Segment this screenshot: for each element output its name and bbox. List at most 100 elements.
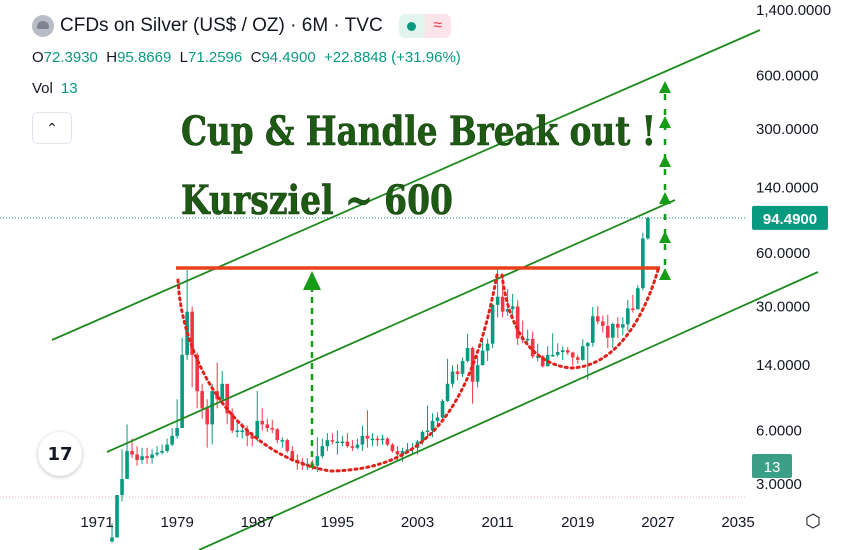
- target-arrowhead: [659, 116, 671, 128]
- candle-body: [180, 354, 184, 429]
- candle-body: [110, 537, 114, 542]
- candle-body: [575, 357, 580, 360]
- candle-body: [440, 400, 445, 418]
- candle-body: [335, 441, 340, 444]
- headline-line-1: Cup & Handle Break out !: [181, 108, 656, 155]
- y-tick-label: 30.0000: [756, 298, 810, 315]
- y-tick-label: 300.0000: [756, 121, 819, 138]
- candle-body: [616, 323, 620, 328]
- candle-body: [380, 438, 385, 441]
- measured-move-arrowhead: [303, 271, 321, 290]
- delayed-data-icon: ≈: [424, 14, 451, 38]
- candle-body: [230, 413, 235, 431]
- candle-body: [405, 449, 410, 452]
- candle-body: [210, 391, 214, 425]
- candle-body: [350, 446, 355, 448]
- ohlc-values: O72.3930 H95.8669 L71.2596 C94.4900 +22.…: [32, 49, 461, 66]
- candle-body: [590, 316, 595, 343]
- close-value: 94.4900: [261, 49, 316, 66]
- candle-body: [455, 371, 460, 374]
- candle-body: [370, 438, 375, 441]
- y-tick-label: 14.0000: [756, 357, 810, 374]
- candle-body: [611, 323, 615, 338]
- high-value: 95.8669: [117, 49, 172, 66]
- candle-body: [540, 356, 545, 367]
- candle-body: [280, 440, 285, 442]
- candle-body: [200, 391, 204, 409]
- candle-body: [555, 352, 560, 355]
- candle-body: [550, 354, 555, 357]
- time-axis[interactable]: 1971 1979 1987 1995 2003 2011 2019 2027 2035: [80, 514, 754, 531]
- candle-body: [525, 338, 530, 341]
- candle-body: [340, 441, 345, 444]
- price-axis[interactable]: 1,400.0000 600.0000 300.0000 140.0000 60.000…: [752, 2, 831, 493]
- x-tick-label: 2003: [401, 514, 434, 531]
- candle-body: [490, 304, 495, 344]
- status-badges[interactable]: ≈: [398, 14, 451, 38]
- chevron-up-icon: ⌃: [46, 119, 58, 136]
- candle-body: [320, 446, 325, 457]
- target-arrowhead: [659, 155, 671, 167]
- candle-body: [135, 454, 139, 460]
- candle-body: [485, 343, 490, 351]
- candle-body: [505, 309, 510, 312]
- x-tick-label: 2011: [481, 514, 513, 531]
- candle-body: [631, 308, 635, 310]
- candle-body: [265, 424, 270, 429]
- candle-body: [465, 347, 470, 361]
- candle-body: [480, 350, 485, 366]
- candle-body: [220, 383, 224, 400]
- change-value: +22.8848 (+31.96%): [324, 49, 461, 66]
- target-arrows: [303, 81, 671, 468]
- y-tick-label: 1,400.0000: [756, 2, 831, 19]
- candlestick-series: [110, 216, 650, 543]
- candle-body: [170, 435, 174, 445]
- candle-body: [205, 408, 209, 425]
- channel-line: [106, 199, 676, 453]
- x-tick-label: 2019: [561, 514, 594, 531]
- close-label: C: [250, 49, 262, 66]
- y-tick-label: 60.0000: [756, 245, 810, 262]
- open-label: O: [32, 49, 44, 66]
- candle-body: [140, 456, 144, 460]
- y-tick-label: 600.0000: [756, 67, 819, 84]
- candle-body: [641, 238, 645, 289]
- volume-label: Vol: [32, 80, 53, 97]
- candle-body: [255, 420, 260, 439]
- chart-gridlines: [0, 217, 745, 498]
- candle-body: [425, 430, 430, 433]
- candle-body: [375, 438, 380, 441]
- symbol-title-text: CFDs on Silver (US$ / OZ) · 6M · TVC: [60, 15, 383, 36]
- candle-body: [130, 451, 134, 455]
- target-arrowhead: [659, 81, 671, 93]
- candle-body: [115, 495, 119, 538]
- candle-body: [145, 456, 149, 459]
- symbol-title[interactable]: CFDs on Silver (US$ / OZ) · 6M · TVC ≈: [32, 14, 451, 38]
- candle-body: [565, 350, 570, 353]
- candle-body: [330, 440, 335, 442]
- high-label: H: [106, 49, 118, 66]
- volume-badge-label: 13: [764, 459, 781, 476]
- candle-body: [445, 383, 450, 401]
- candle-body: [430, 420, 435, 431]
- last-price-badge: [752, 205, 828, 230]
- tradingview-logo-icon[interactable]: 17: [38, 432, 82, 476]
- candle-body: [245, 430, 250, 436]
- candle-body: [120, 479, 124, 496]
- x-tick-label: 2027: [641, 514, 674, 531]
- candle-body: [510, 306, 515, 310]
- candle-body: [560, 350, 565, 353]
- candle-body: [595, 316, 600, 322]
- channel-line: [51, 29, 761, 341]
- candle-body: [190, 311, 194, 355]
- auto-scale-settings-icon[interactable]: ⬡: [805, 510, 821, 531]
- volume-badge: [752, 454, 792, 478]
- candle-body: [385, 438, 390, 445]
- candle-body: [315, 456, 320, 466]
- headline-annotation: Cup & Handle Break out ! Kursziel ~ 600: [181, 108, 657, 225]
- collapse-legend-button[interactable]: ⌃: [32, 112, 72, 144]
- candle-body: [600, 321, 605, 326]
- candle-body: [495, 296, 500, 305]
- candle-body: [150, 454, 154, 459]
